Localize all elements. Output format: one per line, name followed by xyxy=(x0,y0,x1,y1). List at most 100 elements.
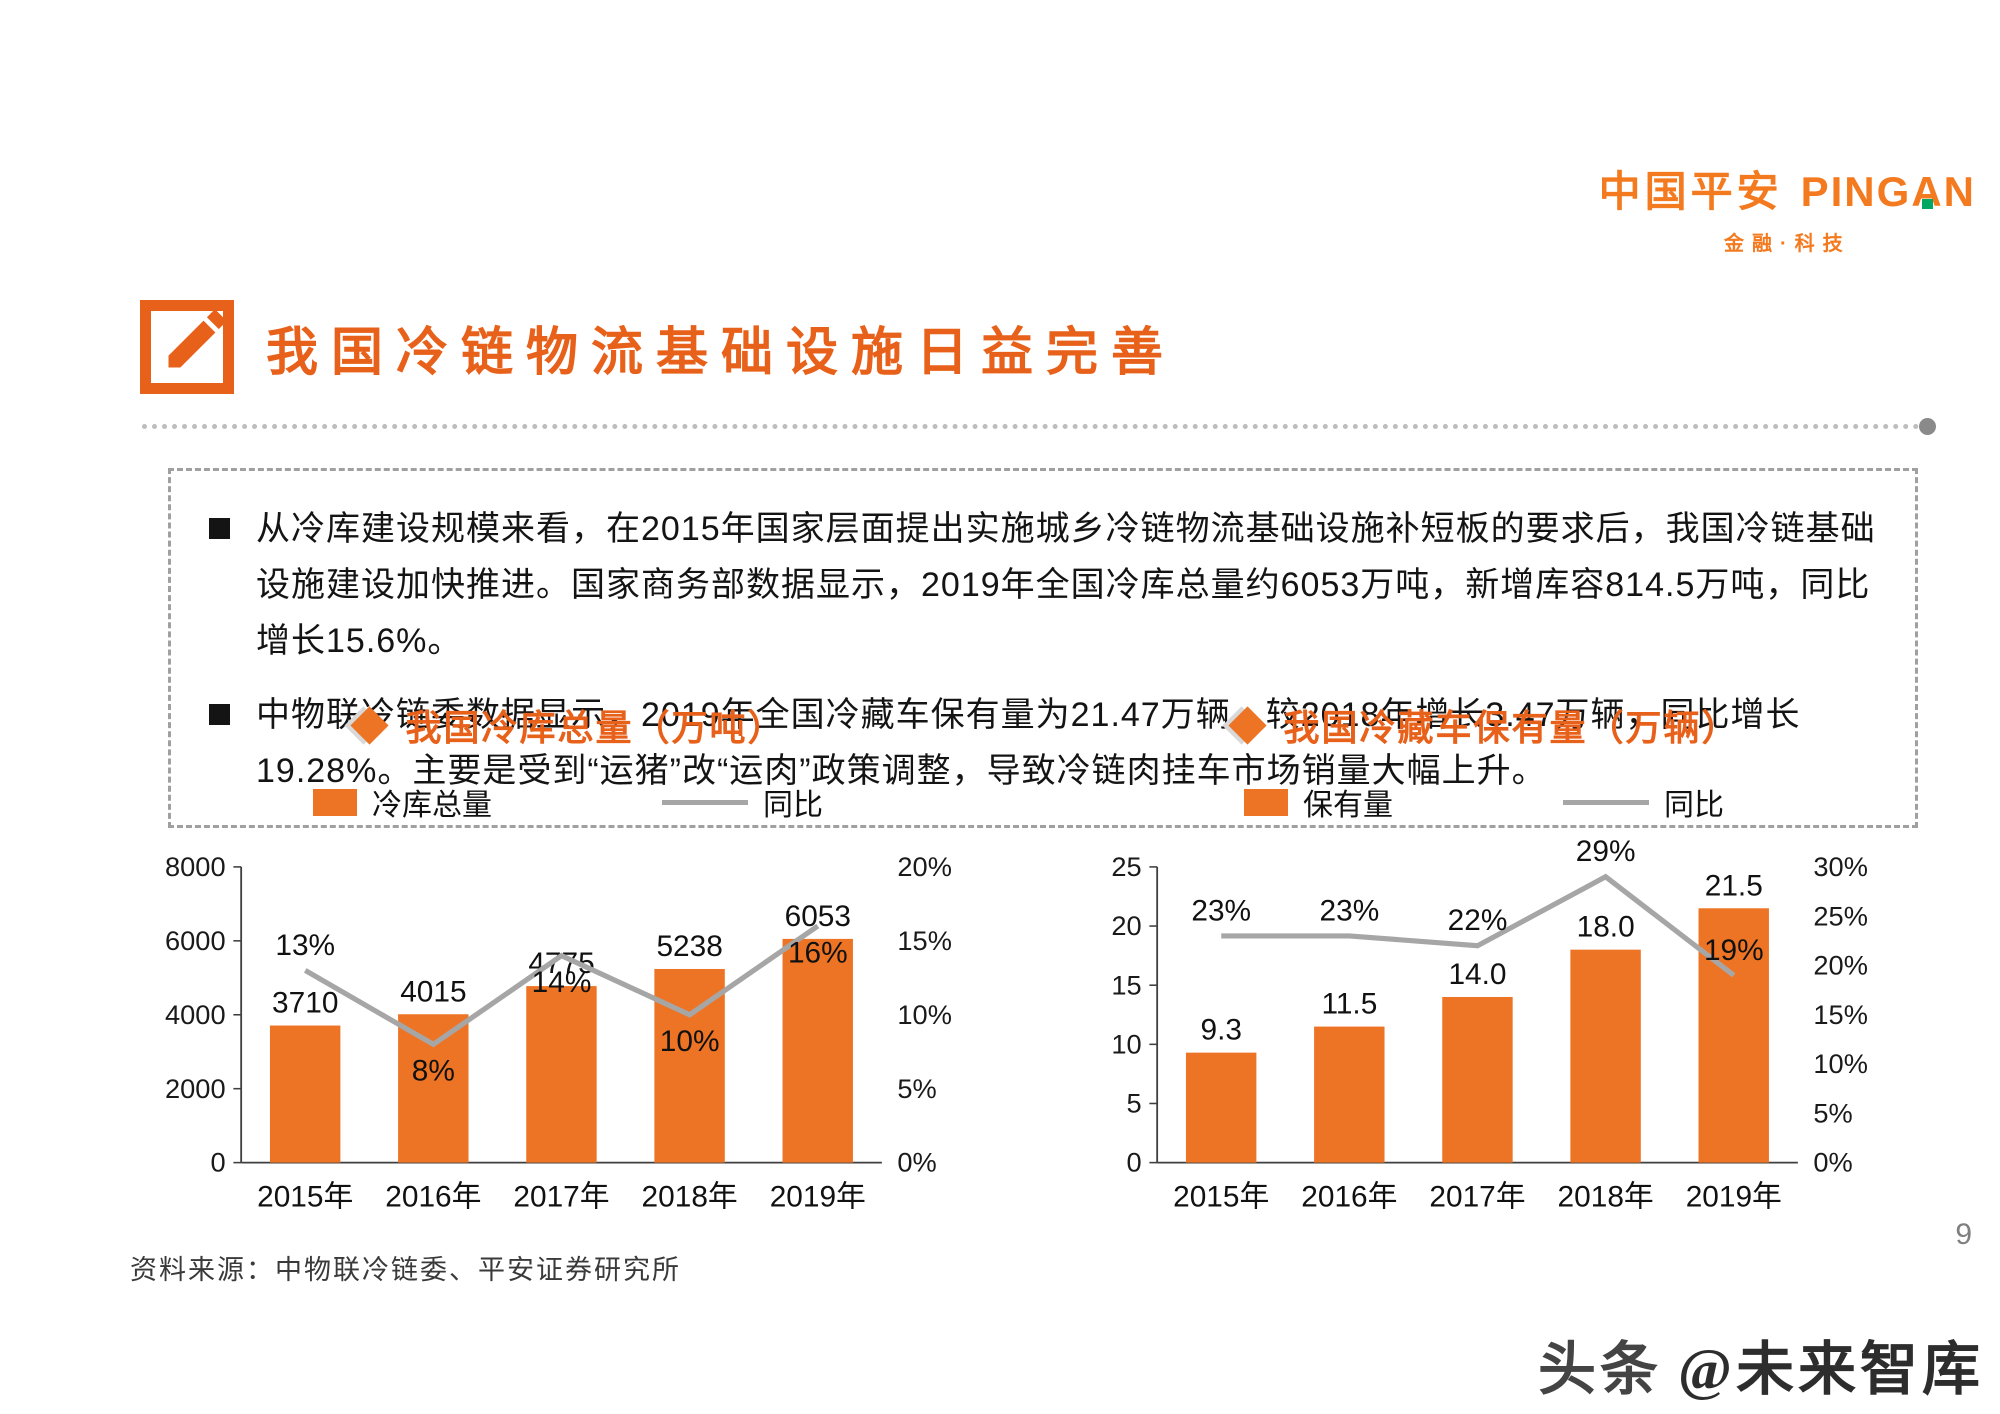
chart-title: 我国冷库总量（万吨） xyxy=(344,700,785,750)
left-axis-tick-label: 4000 xyxy=(165,999,226,1030)
category-label: 2015年 xyxy=(257,1181,353,1214)
bar xyxy=(782,938,853,1163)
right-axis-tick-label: 15% xyxy=(1813,999,1867,1030)
bullet-square-icon xyxy=(209,704,230,726)
line-value-label: 16% xyxy=(788,936,848,969)
bar xyxy=(269,1025,341,1163)
right-axis-tick-label: 20% xyxy=(1813,950,1867,981)
watermark-prefix: 头条 xyxy=(1538,1337,1663,1402)
left-axis-tick-label: 8000 xyxy=(165,851,226,882)
left-axis-tick-label: 10 xyxy=(1111,1028,1141,1059)
page-number: 9 xyxy=(1955,1218,1972,1251)
category-label: 2017年 xyxy=(1429,1181,1525,1214)
chart-title: 我国冷藏车保有量（万辆） xyxy=(1222,700,1740,750)
pencil-icon xyxy=(140,300,234,394)
left-axis-tick-label: 25 xyxy=(1111,851,1141,882)
right-axis-tick-label: 0% xyxy=(897,1147,936,1178)
charts-row: 我国冷库总量（万吨） 冷库总量 同比 0 2000 4000 6000 8000 0% 5%… xyxy=(140,700,1912,1256)
bar xyxy=(1698,908,1769,1163)
right-axis-tick-label: 30% xyxy=(1813,851,1867,882)
bullet-square-icon xyxy=(209,518,230,539)
trend-line xyxy=(303,923,820,1048)
category-label: 2017年 xyxy=(513,1181,609,1214)
watermark-name: @未来智库 xyxy=(1678,1337,1984,1402)
line-value-label: 10% xyxy=(660,1025,720,1058)
right-axis-tick-label: 5% xyxy=(897,1073,936,1104)
source-note: 资料来源：中物联冷链委、平安证券研究所 xyxy=(130,1255,681,1285)
right-axis-tick-label: 10% xyxy=(897,999,951,1030)
bar xyxy=(1185,1052,1257,1163)
legend-item-line: 同比 xyxy=(1563,780,1724,824)
bar-legend-swatch xyxy=(313,788,357,816)
bullet-item: 从冷库建设规模来看，在2015年国家层面提出实施城乡冷链物流基础设施补短板的要求… xyxy=(209,501,1877,669)
left-axis-tick-label: 2000 xyxy=(165,1073,226,1104)
left-axis-tick-label: 6000 xyxy=(165,925,226,956)
category-label: 2016年 xyxy=(1301,1181,1397,1214)
summary-box: 从冷库建设规模来看，在2015年国家层面提出实施城乡冷链物流基础设施补短板的要求… xyxy=(168,468,1918,829)
bar xyxy=(1570,949,1641,1163)
line-legend-swatch xyxy=(1563,799,1649,805)
legend-item-bar: 保有量 xyxy=(1244,780,1393,824)
left-axis-tick-label: 0 xyxy=(210,1147,225,1178)
legend-item-line: 同比 xyxy=(662,780,823,824)
category-label: 2016年 xyxy=(385,1181,481,1214)
bar-legend-swatch xyxy=(1244,788,1288,816)
line-value-label: 22% xyxy=(1448,904,1508,937)
watermark: 头条 @未来智库 xyxy=(1538,1322,1984,1406)
bar-value-label: 11.5 xyxy=(1321,988,1377,1021)
refrigerated-trucks-bar-line-chart: 0 5 10 15 20 25 0% 5% 10% 15% 20% 25% 30% 9.3 2015年 11.… xyxy=(1111,835,1868,1214)
left-axis-tick-label: 20 xyxy=(1111,910,1141,941)
category-label: 2015年 xyxy=(1173,1181,1269,1214)
bar xyxy=(1314,1026,1385,1163)
line-value-label: 23% xyxy=(1191,894,1251,927)
right-axis-tick-label: 0% xyxy=(1813,1147,1852,1178)
bar-value-label: 5238 xyxy=(656,930,722,963)
chart-legend: 冷库总量 同比 xyxy=(313,782,823,822)
bar-value-label: 9.3 xyxy=(1200,1014,1241,1047)
category-label: 2019年 xyxy=(770,1181,866,1214)
page-title: 我国冷链物流基础设施日益完善 xyxy=(266,324,1177,382)
right-axis-tick-label: 20% xyxy=(897,851,951,882)
line-legend-label: 同比 xyxy=(763,789,823,822)
bar-value-label: 3710 xyxy=(272,987,338,1020)
bar-value-label: 21.5 xyxy=(1705,869,1763,902)
logo-a-green-accent: A xyxy=(1911,168,1944,215)
bullet-text: 从冷库建设规模来看，在2015年国家层面提出实施城乡冷链物流基础设施补短板的要求… xyxy=(256,510,1876,661)
bar xyxy=(1442,996,1513,1163)
cold-storage-bar-line-chart: 0 2000 4000 6000 8000 0% 5% 10% 15% 20% 3710 2015年 4… xyxy=(165,851,952,1214)
bar-value-label: 14.0 xyxy=(1448,958,1506,991)
chart-cold-storage-capacity: 我国冷库总量（万吨） 冷库总量 同比 0 2000 4000 6000 8000 0% 5%… xyxy=(140,700,996,1256)
left-axis-tick-label: 0 xyxy=(1126,1147,1141,1178)
bar-value-label: 18.0 xyxy=(1577,911,1635,944)
bar-value-label: 4015 xyxy=(400,975,466,1008)
line-value-label: 29% xyxy=(1576,835,1636,868)
left-axis-tick-label: 5 xyxy=(1126,1088,1141,1119)
bullet-text: 中物联冷链委数据显示，2019年全国冷藏车保有量为21.47万辆，较2018年增… xyxy=(256,696,1801,791)
title-row: 我国冷链物流基础设施日益完善 xyxy=(140,300,1176,394)
line-value-label: 23% xyxy=(1320,894,1380,927)
bullet-item: 中物联冷链委数据显示，2019年全国冷藏车保有量为21.47万辆，较2018年增… xyxy=(209,687,1877,799)
line-value-label: 13% xyxy=(275,929,335,962)
divider-end-dot xyxy=(1919,418,1936,435)
logo-en-pre: PING xyxy=(1800,168,1912,215)
bar-legend-label: 冷库总量 xyxy=(372,789,492,822)
line-legend-label: 同比 xyxy=(1664,789,1724,822)
line-legend-swatch xyxy=(662,799,748,805)
line-value-label: 19% xyxy=(1704,934,1764,967)
right-axis-tick-label: 10% xyxy=(1813,1048,1867,1079)
logo-en-post: N xyxy=(1943,168,1976,215)
trend-line xyxy=(1221,873,1736,978)
bar xyxy=(526,986,597,1163)
chart-refrigerated-trucks: 我国冷藏车保有量（万辆） 保有量 同比 0 5 10 15 20 25 0% 5% 10% 15%… xyxy=(1056,700,1912,1256)
line-value-label: 14% xyxy=(532,966,592,999)
chart-title-text: 我国冷藏车保有量（万辆） xyxy=(1283,708,1740,748)
right-axis-tick-label: 15% xyxy=(897,925,951,956)
bar-legend-label: 保有量 xyxy=(1303,789,1393,822)
category-label: 2019年 xyxy=(1686,1181,1782,1214)
dotted-divider xyxy=(142,418,1936,435)
legend-item-bar: 冷库总量 xyxy=(313,780,492,824)
